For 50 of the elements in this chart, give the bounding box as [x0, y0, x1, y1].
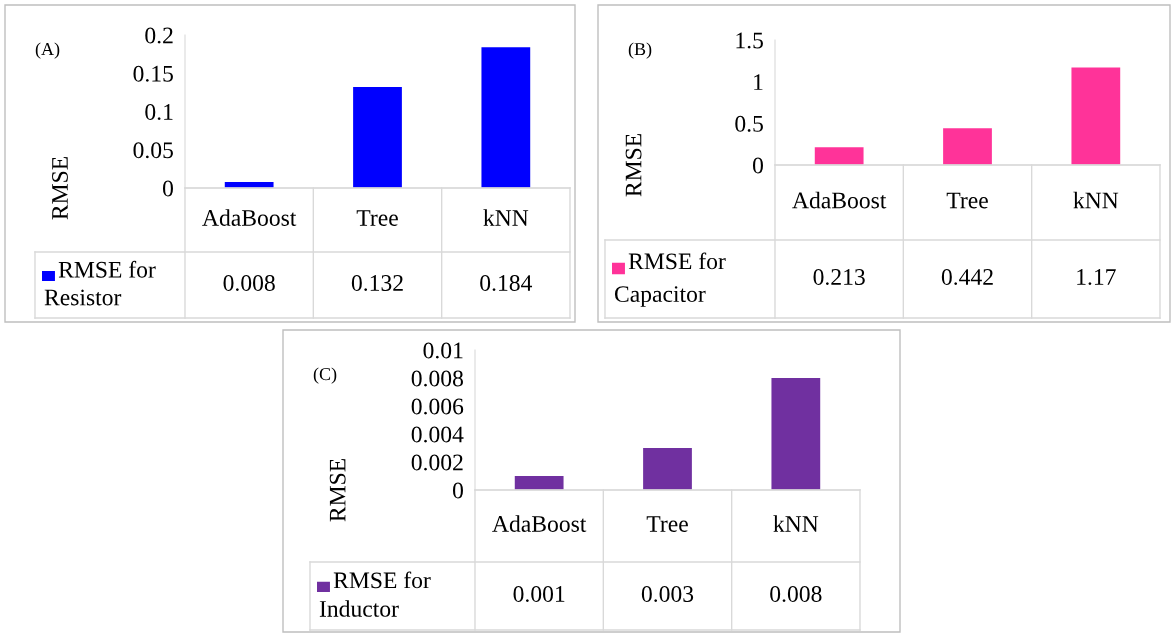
y-tick-label: 0.008 [411, 370, 463, 387]
data-label: 0.008 [770, 585, 822, 603]
data-label: 0.132 [351, 274, 403, 292]
y-tick-label: 0.01 [423, 342, 463, 359]
bar [943, 128, 992, 165]
x-tick-label: Tree [356, 210, 398, 226]
legend-label: RMSE for Inductor [319, 571, 431, 617]
x-tick-label: AdaBoost [202, 209, 297, 226]
y-tick-label: 0 [752, 157, 763, 174]
y-tick-label: 1 [754, 74, 763, 90]
y-axis-title: RMSE [625, 134, 642, 197]
y-tick-label: 0.1 [145, 103, 173, 121]
data-label: 0.442 [941, 268, 993, 286]
y-axis-title: RMSE [329, 459, 346, 522]
legend-label: RMSE for Resistor [44, 260, 156, 306]
bar [1071, 67, 1121, 165]
y-axis-title: RMSE [52, 157, 68, 220]
x-tick-label: kNN [773, 515, 819, 532]
y-tick-label: 0.05 [133, 142, 173, 159]
data-label: 1.17 [1077, 269, 1116, 286]
y-tick-label: 0.004 [411, 426, 464, 443]
bar [814, 147, 864, 165]
y-tick-label: 0.002 [411, 454, 463, 471]
bar [481, 47, 531, 188]
y-tick-label: 0.15 [133, 65, 173, 82]
bar [353, 87, 402, 188]
chart-title: (A) [35, 42, 60, 59]
y-tick-label: 0 [452, 482, 463, 499]
x-tick-label: AdaBoost [792, 191, 887, 209]
y-tick-label: 0.2 [145, 27, 173, 44]
x-tick-label: Tree [946, 192, 988, 209]
chart-title: (B) [628, 42, 652, 59]
data-label: 0.001 [513, 585, 565, 603]
data-label: 0.184 [480, 274, 533, 292]
text: (C) [313, 367, 337, 384]
y-tick-label: 0.006 [411, 398, 464, 415]
bar [643, 448, 692, 490]
x-tick-label: Tree [646, 516, 688, 532]
data-label: 0.003 [641, 585, 694, 603]
y-tick-label: 1.5 [736, 32, 763, 49]
bar [771, 378, 821, 490]
data-label: 0.008 [223, 274, 275, 292]
bar [514, 476, 564, 490]
legend-label: RMSE for Capacitor [614, 252, 726, 307]
x-tick-label: AdaBoost [492, 515, 587, 532]
y-tick-label: 0 [162, 180, 173, 197]
x-tick-label: kNN [483, 209, 529, 226]
x-tick-label: kNN [1073, 191, 1119, 209]
data-label: 0.213 [813, 268, 865, 286]
y-tick-label: 0.5 [735, 115, 763, 132]
